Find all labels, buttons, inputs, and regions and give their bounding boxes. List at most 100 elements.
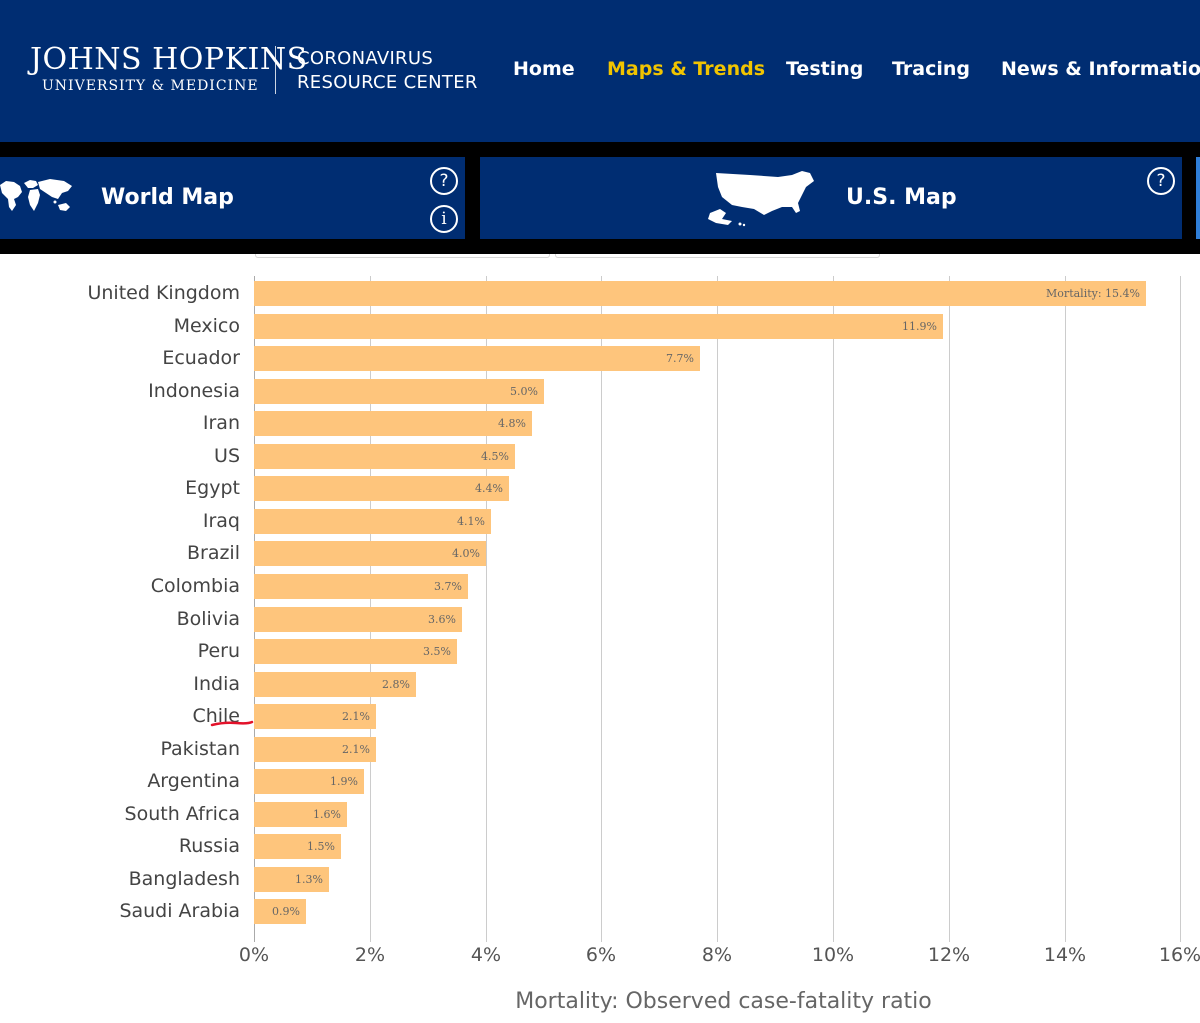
x-tick-label: 2%: [354, 944, 386, 966]
x-tick-label: 12%: [927, 944, 971, 966]
us-map-icon: [708, 171, 814, 227]
data-label: 1.9%: [330, 775, 358, 788]
help-icon[interactable]: ?: [1147, 167, 1175, 195]
data-label: 11.9%: [902, 320, 937, 333]
world-map-icon: [0, 179, 72, 211]
data-label: 3.7%: [434, 580, 462, 593]
tab-us-map[interactable]: U.S. Map ?: [480, 157, 1182, 239]
x-tick-label: 16%: [1158, 944, 1200, 966]
gridline: [717, 276, 718, 942]
bar[interactable]: [254, 444, 515, 469]
bar[interactable]: [254, 541, 486, 566]
category-label: India: [193, 673, 240, 695]
data-label: 4.1%: [457, 515, 485, 528]
bar[interactable]: [254, 672, 416, 697]
data-label: 2.1%: [342, 710, 370, 723]
nav-testing[interactable]: Testing: [786, 58, 864, 80]
us-underline-annotation: [210, 720, 254, 727]
gridline: [601, 276, 602, 942]
bar[interactable]: [254, 737, 376, 762]
category-label: Egypt: [185, 477, 240, 499]
x-tick-label: 10%: [811, 944, 855, 966]
bar[interactable]: [254, 639, 457, 664]
bar[interactable]: [254, 834, 341, 859]
data-label: 4.8%: [498, 417, 526, 430]
category-label: Indonesia: [148, 380, 240, 402]
tab-us-map-label: U.S. Map: [846, 185, 957, 210]
bar[interactable]: [254, 769, 364, 794]
site-title[interactable]: CORONAVIRUS RESOURCE CENTER: [297, 47, 478, 95]
panel-tab-edge: [555, 254, 880, 258]
data-label: 3.5%: [423, 645, 451, 658]
data-label: 1.5%: [307, 840, 335, 853]
data-label: 4.4%: [475, 482, 503, 495]
logo-divider: [275, 46, 276, 94]
x-tick-label: 0%: [238, 944, 270, 966]
bar[interactable]: [254, 314, 943, 339]
tab-world-map-label: World Map: [101, 185, 234, 210]
category-label: Bolivia: [176, 608, 240, 630]
data-label: 3.6%: [428, 613, 456, 626]
nav-home[interactable]: Home: [513, 58, 575, 80]
category-label: United Kingdom: [87, 282, 240, 304]
data-label: 1.6%: [313, 808, 341, 821]
bar[interactable]: [254, 346, 700, 371]
help-icon[interactable]: ?: [430, 167, 458, 195]
category-label: Iran: [202, 412, 240, 434]
category-label: Peru: [197, 640, 240, 662]
gridline: [949, 276, 950, 942]
mortality-bar-chart: 0% 2% 4% 6% 8% 10% 12% 14% 16% United Kingdom Mort…: [0, 254, 1200, 1023]
gridline: [1065, 276, 1066, 942]
bar[interactable]: [254, 281, 1146, 306]
data-label: Mortality: 15.4%: [1046, 287, 1140, 300]
bar[interactable]: [254, 411, 532, 436]
bar[interactable]: [254, 379, 544, 404]
bar[interactable]: [254, 476, 509, 501]
category-label: Colombia: [150, 575, 240, 597]
category-label: Bangladesh: [128, 868, 240, 890]
data-label: 1.3%: [295, 873, 323, 886]
data-label: 0.9%: [272, 905, 300, 918]
data-label: 2.1%: [342, 743, 370, 756]
panel-tab-edge: [255, 254, 550, 258]
logo-line1[interactable]: JOHNS HOPKINS: [30, 42, 308, 77]
next-tab-edge[interactable]: [1196, 157, 1200, 239]
tab-world-map[interactable]: World Map ? i: [0, 157, 465, 239]
data-label: 4.5%: [481, 450, 509, 463]
site-header: JOHNS HOPKINS UNIVERSITY & MEDICINE CORO…: [0, 0, 1200, 142]
bar[interactable]: [254, 867, 329, 892]
bar[interactable]: [254, 509, 491, 534]
site-title-line1: CORONAVIRUS: [297, 48, 434, 69]
bar[interactable]: [254, 802, 347, 827]
x-tick-label: 8%: [701, 944, 733, 966]
x-tick-label: 14%: [1043, 944, 1087, 966]
category-label: Argentina: [147, 770, 240, 792]
gridline: [486, 276, 487, 942]
bar[interactable]: [254, 899, 306, 924]
nav-news-information[interactable]: News & Information: [1001, 58, 1200, 80]
data-label: 7.7%: [666, 352, 694, 365]
category-label: Ecuador: [162, 347, 240, 369]
info-icon[interactable]: i: [430, 205, 458, 233]
category-label: South Africa: [124, 803, 240, 825]
data-label: 2.8%: [382, 678, 410, 691]
category-label: US: [214, 445, 240, 467]
logo-line2[interactable]: UNIVERSITY & MEDICINE: [42, 78, 259, 94]
x-axis-label: Mortality: Observed case-fatality ratio: [515, 989, 932, 1014]
category-label: Saudi Arabia: [119, 900, 240, 922]
category-label: Brazil: [186, 542, 240, 564]
site-title-line2: RESOURCE CENTER: [297, 72, 478, 93]
gridline: [1180, 276, 1181, 942]
x-tick-label: 6%: [585, 944, 617, 966]
bar[interactable]: [254, 574, 468, 599]
bar[interactable]: [254, 607, 462, 632]
nav-maps-trends[interactable]: Maps & Trends: [607, 58, 766, 80]
category-label: Russia: [178, 835, 240, 857]
data-label: 4.0%: [452, 547, 480, 560]
bar[interactable]: [254, 704, 376, 729]
nav-tracing[interactable]: Tracing: [892, 58, 970, 80]
category-label: Pakistan: [160, 738, 240, 760]
category-label: Iraq: [202, 510, 240, 532]
category-label: Mexico: [173, 315, 240, 337]
gridline: [833, 276, 834, 942]
